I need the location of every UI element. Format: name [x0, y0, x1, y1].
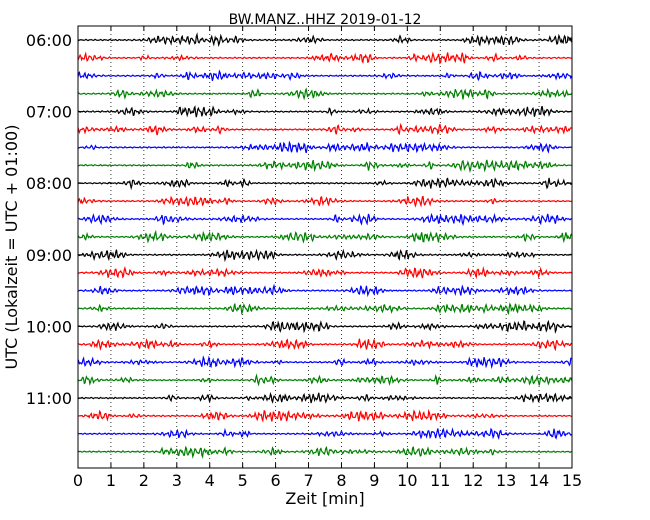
trace-5 [77, 122, 572, 136]
trace-layer [77, 32, 573, 459]
trace-17 [77, 338, 573, 352]
trace-7 [77, 159, 572, 174]
trace-19 [77, 373, 573, 387]
x-tick-label: 2 [139, 471, 149, 490]
y-tick-label: 07:00 [26, 103, 72, 122]
x-tick-label: 1 [106, 471, 116, 490]
trace-1 [77, 51, 572, 65]
x-tick-label: 13 [496, 471, 516, 490]
trace-0 [77, 32, 573, 48]
trace-10 [77, 212, 572, 226]
trace-15 [77, 302, 572, 316]
trace-11 [77, 229, 573, 244]
x-tick-label: 12 [463, 471, 483, 490]
trace-6 [77, 140, 572, 154]
y-tick-label: 11:00 [26, 389, 72, 408]
trace-3 [77, 87, 572, 101]
x-tick-label: 3 [172, 471, 182, 490]
chart-title: BW.MANZ..HHZ 2019-01-12 [229, 12, 422, 28]
trace-20 [77, 391, 572, 404]
trace-4 [77, 105, 572, 118]
trace-13 [77, 265, 572, 279]
x-tick-label: 0 [73, 471, 83, 490]
x-tick-label: 4 [205, 471, 215, 490]
y-tick-label: 06:00 [26, 31, 72, 50]
trace-12 [77, 248, 572, 263]
x-tick-label: 8 [336, 471, 346, 490]
trace-21 [77, 408, 572, 423]
trace-18 [77, 355, 572, 370]
x-tick-label: 7 [303, 471, 313, 490]
y-tick-label: 09:00 [26, 246, 72, 265]
trace-14 [77, 283, 572, 298]
trace-9 [77, 195, 572, 208]
x-axis-label: Zeit [min] [285, 489, 364, 508]
y-tick-label: 10:00 [26, 317, 72, 336]
trace-8 [77, 177, 572, 191]
trace-23 [77, 445, 572, 459]
y-axis-label: UTC (Lokalzeit = UTC + 01:00) [2, 125, 21, 370]
x-tick-label: 14 [529, 471, 549, 490]
y-tick-label: 08:00 [26, 174, 72, 193]
x-tick-label: 11 [430, 471, 450, 490]
x-tick-label: 10 [397, 471, 417, 490]
x-tick-label: 6 [271, 471, 281, 490]
y-axis-ticks: 06:00 07:00 08:00 09:00 10:00 11:00 [26, 31, 572, 408]
plot-frame [77, 25, 573, 469]
trace-16 [77, 319, 572, 334]
trace-2 [77, 69, 573, 82]
x-tick-label: 9 [369, 471, 379, 490]
grid-lines [110, 26, 540, 468]
x-axis-ticks: 0 1 2 3 4 5 6 7 8 9 10 11 12 13 14 15 [73, 26, 582, 490]
x-tick-label: 5 [238, 471, 248, 490]
trace-22 [77, 427, 572, 440]
x-tick-label: 15 [562, 471, 582, 490]
